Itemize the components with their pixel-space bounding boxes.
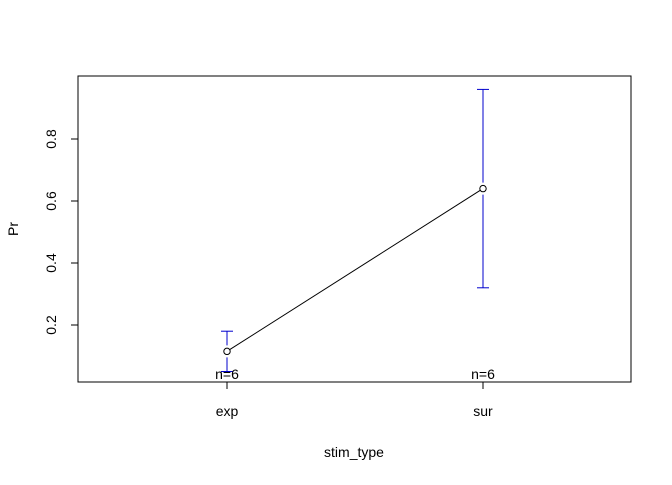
count-label: n=6 xyxy=(215,366,239,382)
y-tick-label: 0.2 xyxy=(43,315,59,335)
data-marks: n=6 n=6 xyxy=(215,89,495,382)
data-point xyxy=(480,185,486,191)
series-line xyxy=(227,189,483,352)
x-tick-label: exp xyxy=(216,403,239,419)
data-point xyxy=(224,348,230,354)
y-tick-label: 0.4 xyxy=(43,253,59,273)
y-axis: 0.2 0.4 0.6 0.8 xyxy=(43,129,78,335)
y-axis-label: Pr xyxy=(5,222,21,236)
x-axis: exp sur xyxy=(216,382,493,419)
y-tick-label: 0.8 xyxy=(43,129,59,149)
x-tick-label: sur xyxy=(473,403,493,419)
plot-frame xyxy=(78,76,631,382)
y-tick-label: 0.6 xyxy=(43,191,59,211)
count-label: n=6 xyxy=(471,366,495,382)
x-axis-label: stim_type xyxy=(324,444,384,460)
